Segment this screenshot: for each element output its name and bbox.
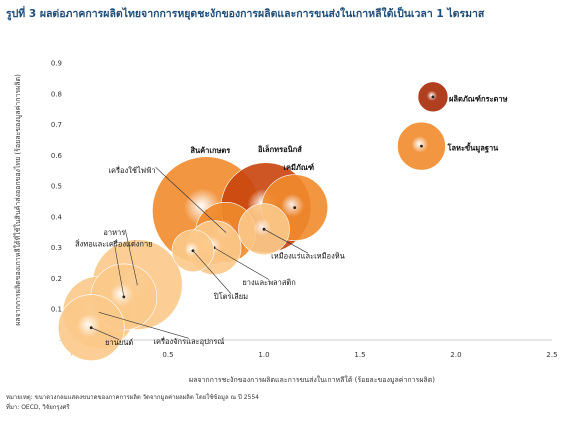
bubble-label: เหมืองแร่และเหมืองหิน bbox=[271, 252, 345, 261]
bubble-label: อาหาร bbox=[103, 228, 125, 237]
y-tick-label: 0.1 bbox=[51, 306, 62, 314]
y-tick-label: 0.2 bbox=[51, 275, 62, 283]
bubble-label: ปิโตรเลียม bbox=[213, 292, 248, 301]
bubble-label: เคมีภัณฑ์ bbox=[283, 163, 314, 172]
leader-line bbox=[155, 167, 226, 233]
leader-line bbox=[192, 250, 232, 294]
bubble-label: ผลิตภัณฑ์กระดาษ bbox=[449, 94, 508, 103]
leader-line bbox=[213, 247, 270, 280]
x-axis-label: ผลจากการชะงักของการผลิตและการขนส่งในเกาห… bbox=[189, 375, 435, 384]
y-tick-label: 0.5 bbox=[51, 183, 62, 191]
bubble-center-dot bbox=[431, 95, 435, 99]
bubble-label: โลหะขั้นมูลฐาน bbox=[446, 142, 499, 154]
bubble-label: อิเล็กทรอนิกส์ bbox=[257, 144, 302, 154]
bubble-label: เครื่องจักรและอุปกรณ์ bbox=[153, 336, 224, 346]
y-tick-label: 0.8 bbox=[51, 90, 62, 98]
bubble-label: ยางและพลาสติก bbox=[242, 278, 295, 287]
leader-line bbox=[124, 229, 138, 285]
y-tick-label: 0.6 bbox=[51, 152, 63, 160]
x-tick-label: 1.0 bbox=[258, 351, 269, 359]
bubble-label: สิ่งทอและเครื่องแต่งกาย bbox=[75, 238, 153, 248]
source-note: ที่มา: OECD, วิจัยกรุงศรี bbox=[6, 404, 70, 411]
y-axis-label: ผลจากการผลิตของเกาหลีใต้ที่ใช้ในสินค้าส่… bbox=[13, 74, 22, 326]
bubble-label: สินค้าเกษตร bbox=[190, 146, 231, 155]
x-tick-label: 1.5 bbox=[354, 351, 365, 359]
leader-line bbox=[91, 327, 120, 340]
y-tick-label: 0.9 bbox=[51, 60, 62, 68]
leader-line bbox=[263, 228, 309, 254]
x-tick-label: 0.5 bbox=[162, 351, 173, 359]
footnote: หมายเหตุ: ขนาดวงกลมแสดงขนาดของภาคการผลิต… bbox=[6, 394, 260, 401]
y-axis: -0.10.20.30.40.50.60.70.80.9 bbox=[51, 60, 63, 345]
leader-line bbox=[113, 240, 125, 297]
bubble-center-dot bbox=[293, 206, 297, 210]
x-tick-label: 2.5 bbox=[546, 351, 557, 359]
bubble-label: ยานยนต์ bbox=[105, 338, 133, 347]
y-tick-label: 0.4 bbox=[51, 213, 63, 221]
x-axis: -0.5 1.0 1.5 2.0 2.5 bbox=[71, 351, 558, 359]
leader-lines bbox=[91, 167, 309, 340]
y-tick-label: 0.3 bbox=[51, 244, 62, 252]
bubble-label: เครื่องใช้ไฟฟ้า bbox=[108, 165, 155, 175]
chart-title: รูปที่ 3 ผลต่อภาคการผลิตไทยจากการหยุดชะง… bbox=[6, 8, 485, 20]
leader-line bbox=[98, 312, 189, 339]
x-tick-label: 2.0 bbox=[450, 351, 461, 359]
bubble-center-dot bbox=[420, 144, 423, 148]
bubbles bbox=[57, 81, 449, 361]
y-tick-label: 0.7 bbox=[51, 121, 62, 129]
